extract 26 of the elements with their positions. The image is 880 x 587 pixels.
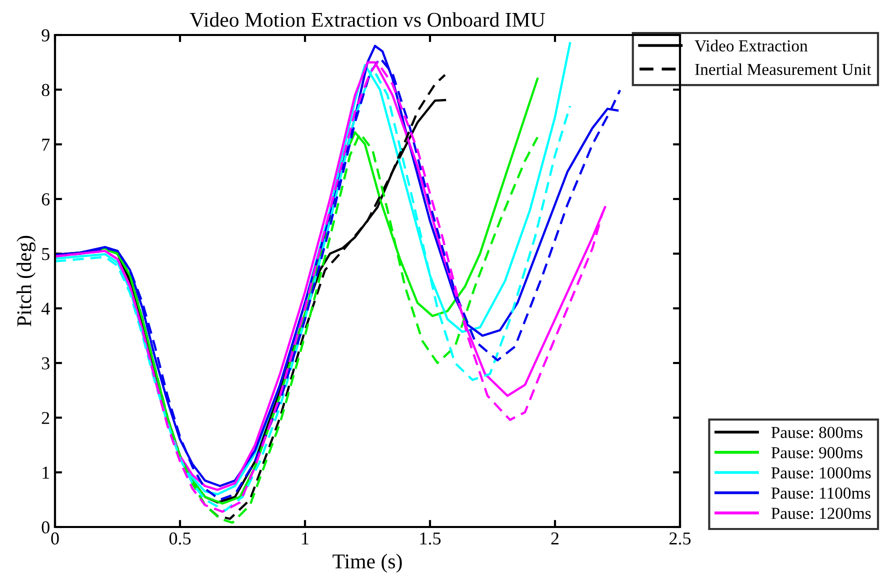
x-tick-label: 0 bbox=[51, 532, 59, 545]
legend-label: Pause: 1000ms bbox=[771, 467, 871, 479]
y-tick-label: 6 bbox=[42, 193, 50, 206]
y-tick-label: 3 bbox=[42, 357, 50, 370]
y-tick-label: 4 bbox=[41, 302, 50, 315]
y-axis-title: Pitch (deg) bbox=[16, 236, 36, 326]
x-tick-label: 1.5 bbox=[420, 532, 441, 545]
chart-title: Video Motion Extraction vs Onboard IMU bbox=[190, 12, 545, 27]
text: Inertial Measurement Unit bbox=[695, 63, 872, 76]
y-tick-label: 7 bbox=[42, 138, 50, 151]
y-tick-label: 5 bbox=[42, 248, 50, 260]
x-tick-label: 2.5 bbox=[670, 532, 691, 545]
x-axis-title: Time (s) bbox=[332, 554, 402, 573]
y-tick-label: 1 bbox=[42, 466, 50, 479]
y-tick-label: 9 bbox=[42, 29, 50, 42]
y-tick-label: 8 bbox=[42, 84, 50, 96]
y-tick-label: 0 bbox=[42, 521, 50, 534]
legend-label: Pause: 1200ms bbox=[771, 508, 871, 520]
legend-label: Pause: 900ms bbox=[771, 447, 862, 458]
legend-label: Pause: 1100ms bbox=[771, 487, 870, 499]
legend-label: Pause: 800ms bbox=[771, 426, 862, 438]
y-tick-label: 2 bbox=[42, 412, 50, 424]
x-tick-label: 0.5 bbox=[169, 532, 191, 545]
x-tick-label: 2 bbox=[551, 532, 559, 544]
text: Video Extraction bbox=[694, 40, 808, 52]
x-tick-label: 1 bbox=[302, 532, 308, 544]
